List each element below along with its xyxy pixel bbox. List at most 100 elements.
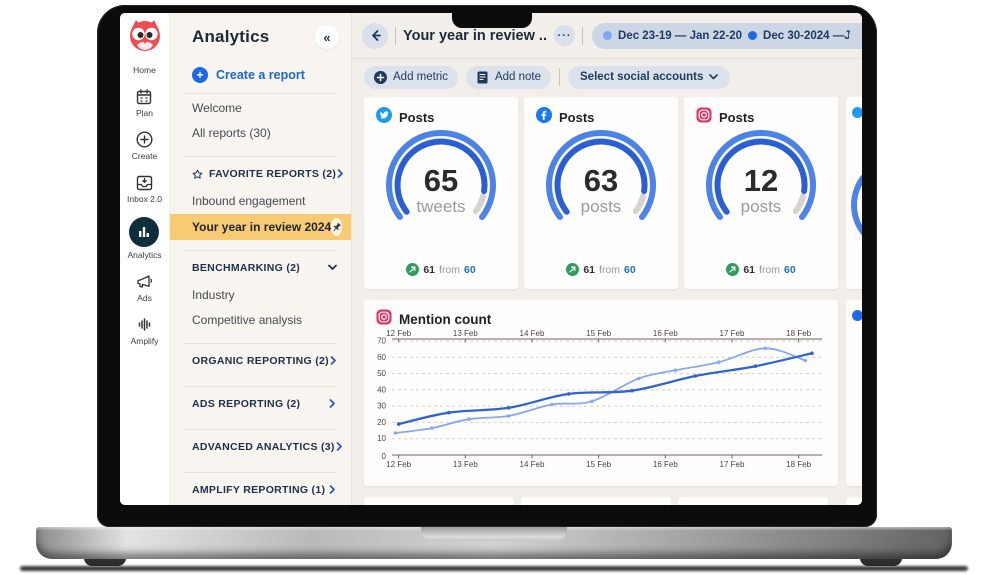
- clipped-gauge-card: [846, 97, 862, 289]
- svg-text:12: 12: [744, 163, 778, 198]
- clipped-gauge-arc: [851, 157, 862, 253]
- delta-row: 61 from 60: [364, 263, 518, 276]
- sidebar-item-plan[interactable]: Plan: [136, 88, 153, 118]
- card-title: Posts: [559, 110, 595, 125]
- active-report-label: Your year in review 2024: [192, 220, 332, 234]
- create-report-button[interactable]: + Create a report: [192, 67, 351, 83]
- chevron-down-icon: [328, 264, 337, 270]
- nav-item[interactable]: Inbound engagement: [192, 194, 306, 208]
- laptop-shadow: [20, 566, 968, 571]
- divider: [582, 26, 583, 45]
- report-toolbar: Add metric Add note Select social accoun…: [352, 62, 862, 92]
- delta-previous-value: 60: [784, 263, 796, 276]
- chevron-right-icon: [336, 165, 345, 183]
- report-topbar: Your year in review .. ··· Dec 23-19 — J…: [352, 13, 862, 59]
- line-chart-svg: 12 Feb 12 Feb 13 Feb 13 Feb 14 Feb 14 Feb 15 F…: [377, 329, 822, 469]
- laptop-base: [36, 527, 952, 559]
- more-options-button[interactable]: ···: [554, 25, 575, 46]
- collapse-panel-button[interactable]: «: [315, 25, 339, 49]
- sidebar-item-label: Home: [133, 65, 156, 75]
- svg-text:15 Feb: 15 Feb: [586, 460, 611, 469]
- add-note-button[interactable]: Add note: [465, 65, 552, 89]
- svg-text:14 Feb: 14 Feb: [520, 460, 545, 469]
- clipped-chart-card: [846, 300, 862, 486]
- nav-item[interactable]: Competitive analysis: [192, 313, 303, 327]
- sidebar-item-ads[interactable]: Ads: [136, 273, 153, 303]
- svg-text:18 Feb: 18 Feb: [786, 329, 811, 338]
- report-title: Your year in review ..: [403, 27, 547, 44]
- divider: [184, 343, 337, 344]
- nav-section-label: ADS REPORTING (2): [192, 398, 301, 410]
- nav-item[interactable]: Welcome: [192, 101, 242, 115]
- clipped-toolbar-button[interactable]: [849, 23, 862, 49]
- clipped-bottom-card: [846, 497, 862, 505]
- sidebar-icon-rail: Home Plan Create Inbox 2.0 Analytics Ads Ampli…: [120, 13, 170, 505]
- chevron-right-icon: [329, 399, 335, 408]
- nav-section-benchmarking-[interactable]: BENCHMARKING (2): [170, 253, 351, 283]
- sidebar-item-create[interactable]: Create: [132, 131, 157, 161]
- laptop-screen-bezel: Home Plan Create Inbox 2.0 Analytics Ads Ampli…: [97, 5, 877, 527]
- nav-item[interactable]: Industry: [192, 288, 235, 302]
- nav-section-label: FAVORITE REPORTS (2): [209, 168, 337, 180]
- svg-text:20: 20: [377, 418, 386, 427]
- instagram-icon: [376, 309, 392, 330]
- nav-section-advanced-analytics-[interactable]: ADVANCED ANALYTICS (3): [170, 432, 351, 462]
- svg-text:70: 70: [377, 337, 386, 346]
- hootsuite-logo[interactable]: [127, 18, 163, 52]
- divider: [184, 250, 337, 251]
- clipped-card: [678, 497, 828, 505]
- trend-up-icon: [566, 263, 580, 276]
- chevron-right-icon: [328, 481, 337, 499]
- nav-item[interactable]: All reports (30): [192, 126, 271, 140]
- sidebar-item-amplify[interactable]: Amplify: [131, 316, 158, 346]
- calendar-icon: [136, 88, 153, 105]
- select-social-accounts-button[interactable]: Select social accounts: [568, 65, 731, 89]
- date-range-selector[interactable]: Dec 23-19 — Jan 22-20 Dec 30-2024 —Jan 29…: [592, 22, 862, 49]
- bottom-cards-row: [364, 497, 828, 505]
- delta-previous-value: 60: [464, 263, 476, 276]
- divider: [184, 156, 337, 157]
- select-social-accounts-label: Select social accounts: [580, 71, 704, 83]
- mention-count-chart: 12 Feb 12 Feb 13 Feb 13 Feb 14 Feb 14 Feb 15 F…: [366, 328, 836, 485]
- nav-section-organic-reporting-[interactable]: ORGANIC REPORTING (2): [170, 346, 351, 376]
- sidebar-item-inbox[interactable]: Inbox 2.0: [127, 174, 162, 204]
- nav-section-label: ORGANIC REPORTING (2): [192, 355, 329, 367]
- plus-icon: +: [192, 67, 208, 83]
- nav-section-amplify-reporting-[interactable]: AMPLIFY REPORTING (1): [170, 475, 351, 505]
- nav-section-ads-reporting-[interactable]: ADS REPORTING (2): [170, 389, 351, 419]
- delta-previous-value: 60: [624, 263, 636, 276]
- nav-item-active[interactable]: Your year in review 2024: [170, 214, 351, 240]
- pinned-icon[interactable]: [331, 218, 343, 236]
- sidebar-item-label: Plan: [135, 108, 153, 118]
- camera-notch: [452, 12, 532, 28]
- svg-text:14 Feb: 14 Feb: [520, 329, 545, 338]
- sidebar-item-analytics[interactable]: Analytics: [127, 217, 162, 260]
- svg-text:17 Feb: 17 Feb: [720, 329, 745, 338]
- sidebar-item-home[interactable]: Home: [133, 65, 156, 75]
- back-button[interactable]: [362, 22, 388, 49]
- facebook-posts-card: Posts 63 posts 61 from 60: [524, 97, 678, 289]
- nav-section-label: BENCHMARKING (2): [192, 262, 301, 274]
- inbox-icon: [136, 174, 153, 191]
- nav-section-label: AMPLIFY REPORTING (1): [192, 484, 326, 496]
- laptop-base-notch: [421, 527, 567, 541]
- twitter-posts-card: Posts 65 tweets 61 from 60: [364, 97, 518, 289]
- svg-text:12 Feb: 12 Feb: [386, 460, 411, 469]
- delta-row: 61 from 60: [524, 263, 678, 276]
- card-header: Posts: [536, 107, 594, 128]
- chart-title: Mention count: [399, 312, 492, 327]
- svg-text:50: 50: [377, 369, 386, 378]
- amplify-bars-icon: [136, 316, 153, 333]
- add-metric-button[interactable]: Add metric: [364, 65, 458, 89]
- instagram-posts-card: Posts 12 posts 61 from 60: [684, 97, 838, 289]
- twitter-icon: [376, 107, 392, 128]
- date-range-label: Dec 23-19 — Jan 22-20: [618, 29, 743, 42]
- laptop-foot-right: [860, 555, 902, 566]
- nav-section-favorite-reports-[interactable]: FAVORITE REPORTS (2): [170, 159, 351, 189]
- bar-chart-icon: [129, 217, 160, 247]
- svg-text:18 Feb: 18 Feb: [786, 460, 811, 469]
